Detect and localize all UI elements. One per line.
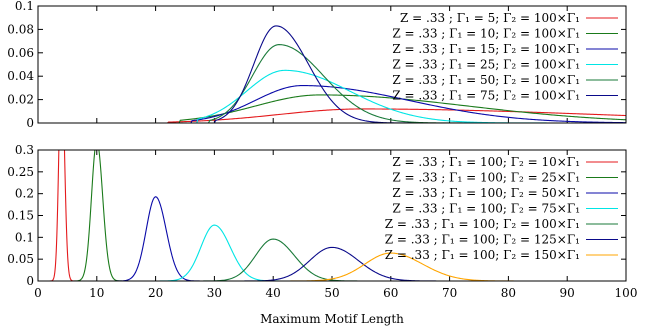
legend-entry: Z = .33 ; Γ₁ = 100; Γ₂ = 50×Γ₁ [392,186,580,200]
y-tick-label: 0.06 [7,46,34,60]
x-tick-label: 10 [89,286,104,300]
y-tick-label: 0.08 [7,22,34,36]
legend-entry: Z = .33 ; Γ₁ = 10; Γ₂ = 100×Γ₁ [392,27,580,41]
plot-frame [37,149,627,282]
legend-entry: Z = .33 ; Γ₁ = 25; Γ₂ = 100×Γ₁ [392,58,580,72]
series-line [38,108,626,123]
x-tick-label: 60 [383,286,398,300]
legend-entry: Z = .33 ; Γ₁ = 100; Γ₂ = 100×Γ₁ [385,217,580,231]
legend-entry: Z = .33 ; Γ₁ = 100; Γ₂ = 10×Γ₁ [392,155,580,169]
legend-entry: Z = .33 ; Γ₁ = 75; Γ₂ = 100×Γ₁ [392,89,580,103]
y-tick-label: 0.25 [7,165,34,179]
x-tick-label: 0 [34,286,42,300]
legend-entry: Z = .33 ; Γ₁ = 100; Γ₂ = 25×Γ₁ [392,171,580,185]
y-tick-label: 0.1 [15,0,34,13]
x-tick-label: 100 [615,286,638,300]
y-tick-label: 0.02 [7,93,34,107]
series-line [38,238,626,281]
y-tick-label: 0.1 [15,230,34,244]
legend-entry: Z = .33 ; Γ₁ = 15; Γ₂ = 100×Γ₁ [392,42,580,56]
series-line [38,25,626,123]
legend-entry: Z = .33 ; Γ₁ = 50; Γ₂ = 100×Γ₁ [392,73,580,87]
plot-frame [37,5,627,124]
y-tick-label: 0.05 [7,252,34,266]
y-tick-label: 0 [26,274,34,288]
x-tick-label: 50 [324,286,339,300]
y-tick-label: 0.2 [15,187,34,201]
y-tick-label: 0 [26,116,34,130]
x-tick-label: 80 [501,286,516,300]
legend-entry: Z = .33 ; Γ₁ = 100; Γ₂ = 125×Γ₁ [385,233,580,247]
legend-entry: Z = .33 ; Γ₁ = 100; Γ₂ = 150×Γ₁ [385,248,580,262]
series-line [38,252,626,281]
x-tick-label: 20 [148,286,163,300]
series-line [38,85,626,123]
y-tick-label: 0.15 [7,209,34,223]
bottom-panel: 0 0.05 0.1 0.15 0.2 0.25 0.3 0 10 20 30 40 50 60 70 80 9… [7,143,638,300]
series-line [38,94,626,123]
y-tick-label: 0.04 [7,69,34,83]
top-panel: 0 0.02 0.04 0.06 0.08 0.1 Z = .33 ; Γ₁ = 5; Γ₂… [7,0,627,130]
series-line [38,246,626,281]
legend-entry: Z = .33 ; Γ₁ = 5; Γ₂ = 100×Γ₁ [400,11,580,25]
y-tick-label: 0.3 [15,143,34,157]
series-line [38,44,626,123]
x-tick-label: 30 [207,286,222,300]
series-line [38,196,626,281]
legend-entry: Z = .33 ; Γ₁ = 100; Γ₂ = 75×Γ₁ [392,202,580,216]
x-tick-label: 90 [560,286,575,300]
x-axis-label: Maximum Motif Length [260,312,404,326]
x-tick-label: 70 [442,286,457,300]
x-tick-label: 40 [266,286,281,300]
